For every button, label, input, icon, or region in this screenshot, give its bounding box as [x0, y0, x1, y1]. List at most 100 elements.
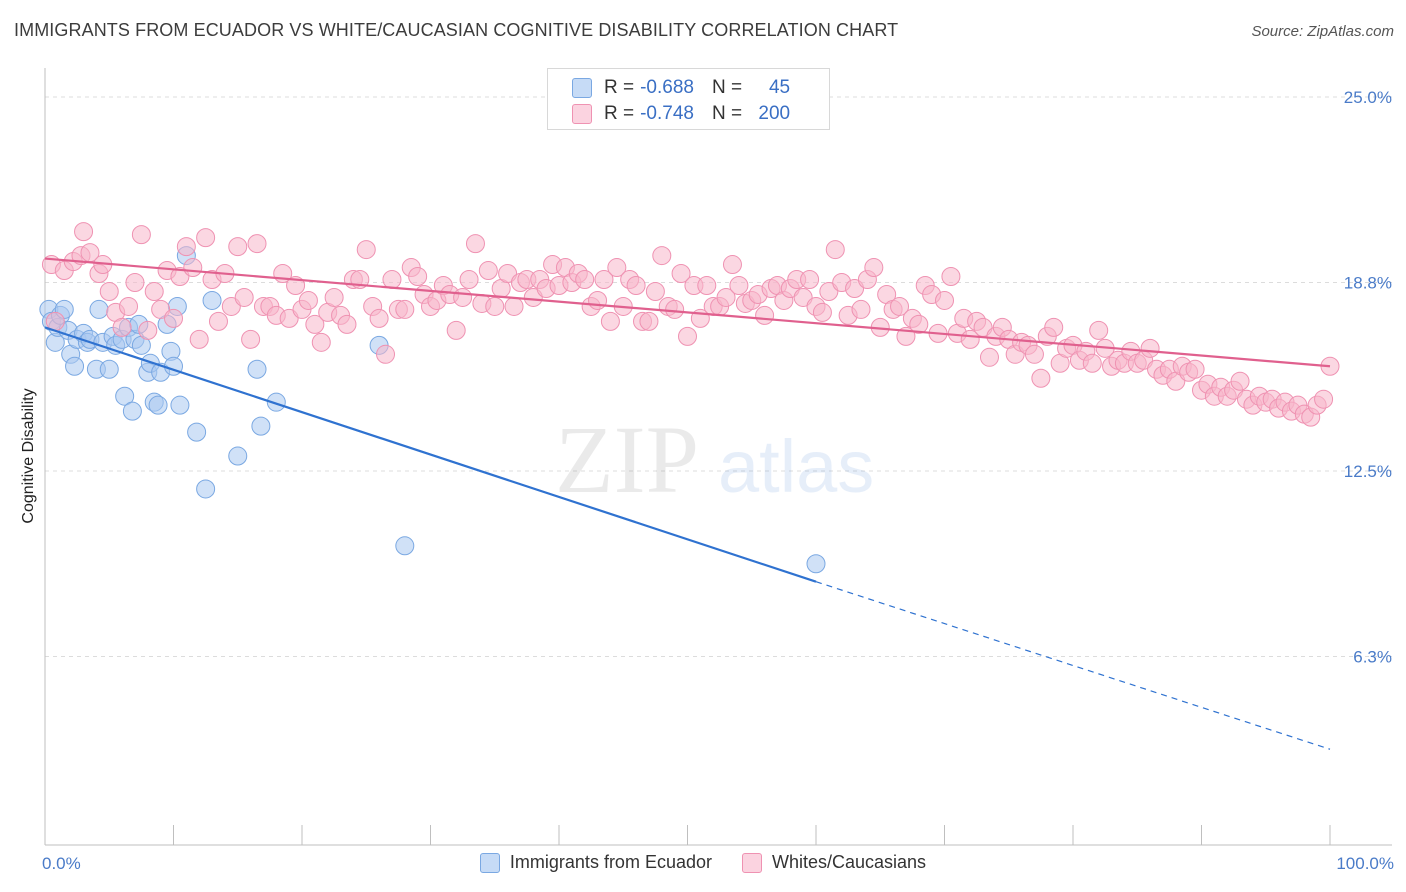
- white-point: [112, 317, 132, 337]
- white-point: [324, 287, 344, 307]
- white-point: [298, 290, 318, 310]
- white-point: [74, 222, 94, 242]
- white-point: [395, 299, 415, 319]
- legend-swatch-ecuador: [479, 852, 500, 873]
- white-point: [909, 314, 929, 334]
- white-point: [1044, 317, 1064, 337]
- white-point: [408, 267, 428, 287]
- white-trend-line: [44, 257, 1331, 368]
- y-tick-label: 6.3%: [1353, 648, 1392, 667]
- white-point: [459, 270, 479, 290]
- white-point: [228, 237, 248, 257]
- stats-n-value: 45: [768, 77, 791, 98]
- white-point: [234, 287, 254, 307]
- white-point: [800, 270, 820, 290]
- legend-label-white: Whites/Caucasians: [771, 852, 927, 872]
- white-point: [356, 240, 376, 260]
- stats-r-label: R =: [604, 103, 635, 124]
- stats-swatch-white: [572, 104, 592, 124]
- white-point: [465, 234, 485, 254]
- white-point: [600, 311, 620, 331]
- white-point: [825, 240, 845, 260]
- white-point: [1230, 371, 1250, 391]
- white-point: [1314, 389, 1334, 409]
- white-point: [645, 281, 665, 301]
- white-point: [485, 296, 505, 316]
- ecuador-point: [228, 446, 248, 466]
- x-tick-label: 100.0%: [1336, 854, 1394, 873]
- tick-labels: 6.3% 12.5% 18.8% 25.0% 0.0% 100.0%: [42, 88, 1394, 873]
- white-point: [678, 326, 697, 346]
- ecuador-point: [806, 554, 826, 574]
- white-point: [864, 258, 884, 278]
- white-point: [812, 302, 832, 322]
- ecuador-point: [148, 395, 168, 415]
- white-point: [575, 270, 595, 290]
- white-point: [1082, 353, 1102, 373]
- ecuador-point: [122, 401, 142, 421]
- legend-label-ecuador: Immigrants from Ecuador: [509, 852, 712, 872]
- legend-item-ecuador: Immigrants from Ecuador: [479, 852, 712, 873]
- stats-r-value: -0.688: [640, 77, 694, 98]
- legend-item-white: Whites/Caucasians: [741, 852, 927, 873]
- white-point: [125, 273, 145, 293]
- ecuador-point: [187, 422, 207, 442]
- white-point: [311, 332, 331, 352]
- white-point: [1031, 368, 1051, 388]
- ecuador-point: [251, 416, 271, 436]
- ecuador-point: [99, 359, 119, 379]
- white-point: [144, 281, 164, 301]
- white-point: [1185, 359, 1205, 379]
- white-point: [1089, 320, 1109, 340]
- white-point: [935, 290, 954, 310]
- ecuador-point: [247, 359, 267, 379]
- stats-r-value: -0.748: [640, 103, 694, 124]
- stats-swatch-ecuador: [572, 78, 592, 98]
- white-point: [183, 258, 203, 278]
- white-point: [119, 296, 139, 316]
- y-tick-label: 12.5%: [1344, 462, 1392, 481]
- white-point: [504, 296, 524, 316]
- ecuador-point: [202, 290, 222, 310]
- white-point: [639, 311, 659, 331]
- ecuador-point: [115, 386, 135, 406]
- axes: [44, 68, 1392, 846]
- ecuador-point: [196, 479, 216, 499]
- white-point: [131, 225, 151, 245]
- white-point: [729, 275, 749, 295]
- source-label: Source: ZipAtlas.com: [1251, 23, 1394, 40]
- white-point: [665, 299, 685, 319]
- stats-r-label: R =: [604, 77, 635, 98]
- white-point: [247, 234, 267, 254]
- white-point: [1024, 344, 1044, 364]
- white-point: [99, 281, 119, 301]
- white-point: [189, 329, 209, 349]
- y-tick-label: 25.0%: [1344, 88, 1392, 107]
- stats-n-label: N =: [711, 103, 743, 124]
- white-point: [652, 246, 672, 266]
- watermark-zip: ZIP: [555, 406, 699, 513]
- legend: Immigrants from Ecuador Whites/Caucasian…: [0, 852, 1406, 873]
- ecuador-trend-extension: [815, 581, 1331, 750]
- white-point: [305, 314, 325, 334]
- white-point: [446, 320, 466, 340]
- stats-box: R = -0.688 N = 45 R = -0.748 N = 200: [547, 68, 830, 130]
- chart-title: IMMIGRANTS FROM ECUADOR VS WHITE/CAUCASI…: [14, 20, 899, 40]
- ecuador-point: [170, 395, 190, 415]
- white-point: [755, 305, 775, 325]
- white-point: [626, 275, 646, 295]
- y-tick-label: 18.8%: [1344, 274, 1392, 293]
- white-point: [376, 344, 396, 364]
- white-point: [369, 308, 389, 328]
- white-point: [1140, 338, 1160, 358]
- legend-swatch-white: [741, 852, 762, 873]
- stats-n-label: N =: [711, 77, 743, 98]
- white-point: [196, 228, 216, 248]
- x-tick-label: 0.0%: [42, 854, 81, 873]
- white-point: [176, 237, 196, 257]
- white-point: [208, 311, 228, 331]
- white-point: [138, 320, 158, 340]
- white-point: [607, 258, 627, 278]
- white-point: [851, 299, 871, 319]
